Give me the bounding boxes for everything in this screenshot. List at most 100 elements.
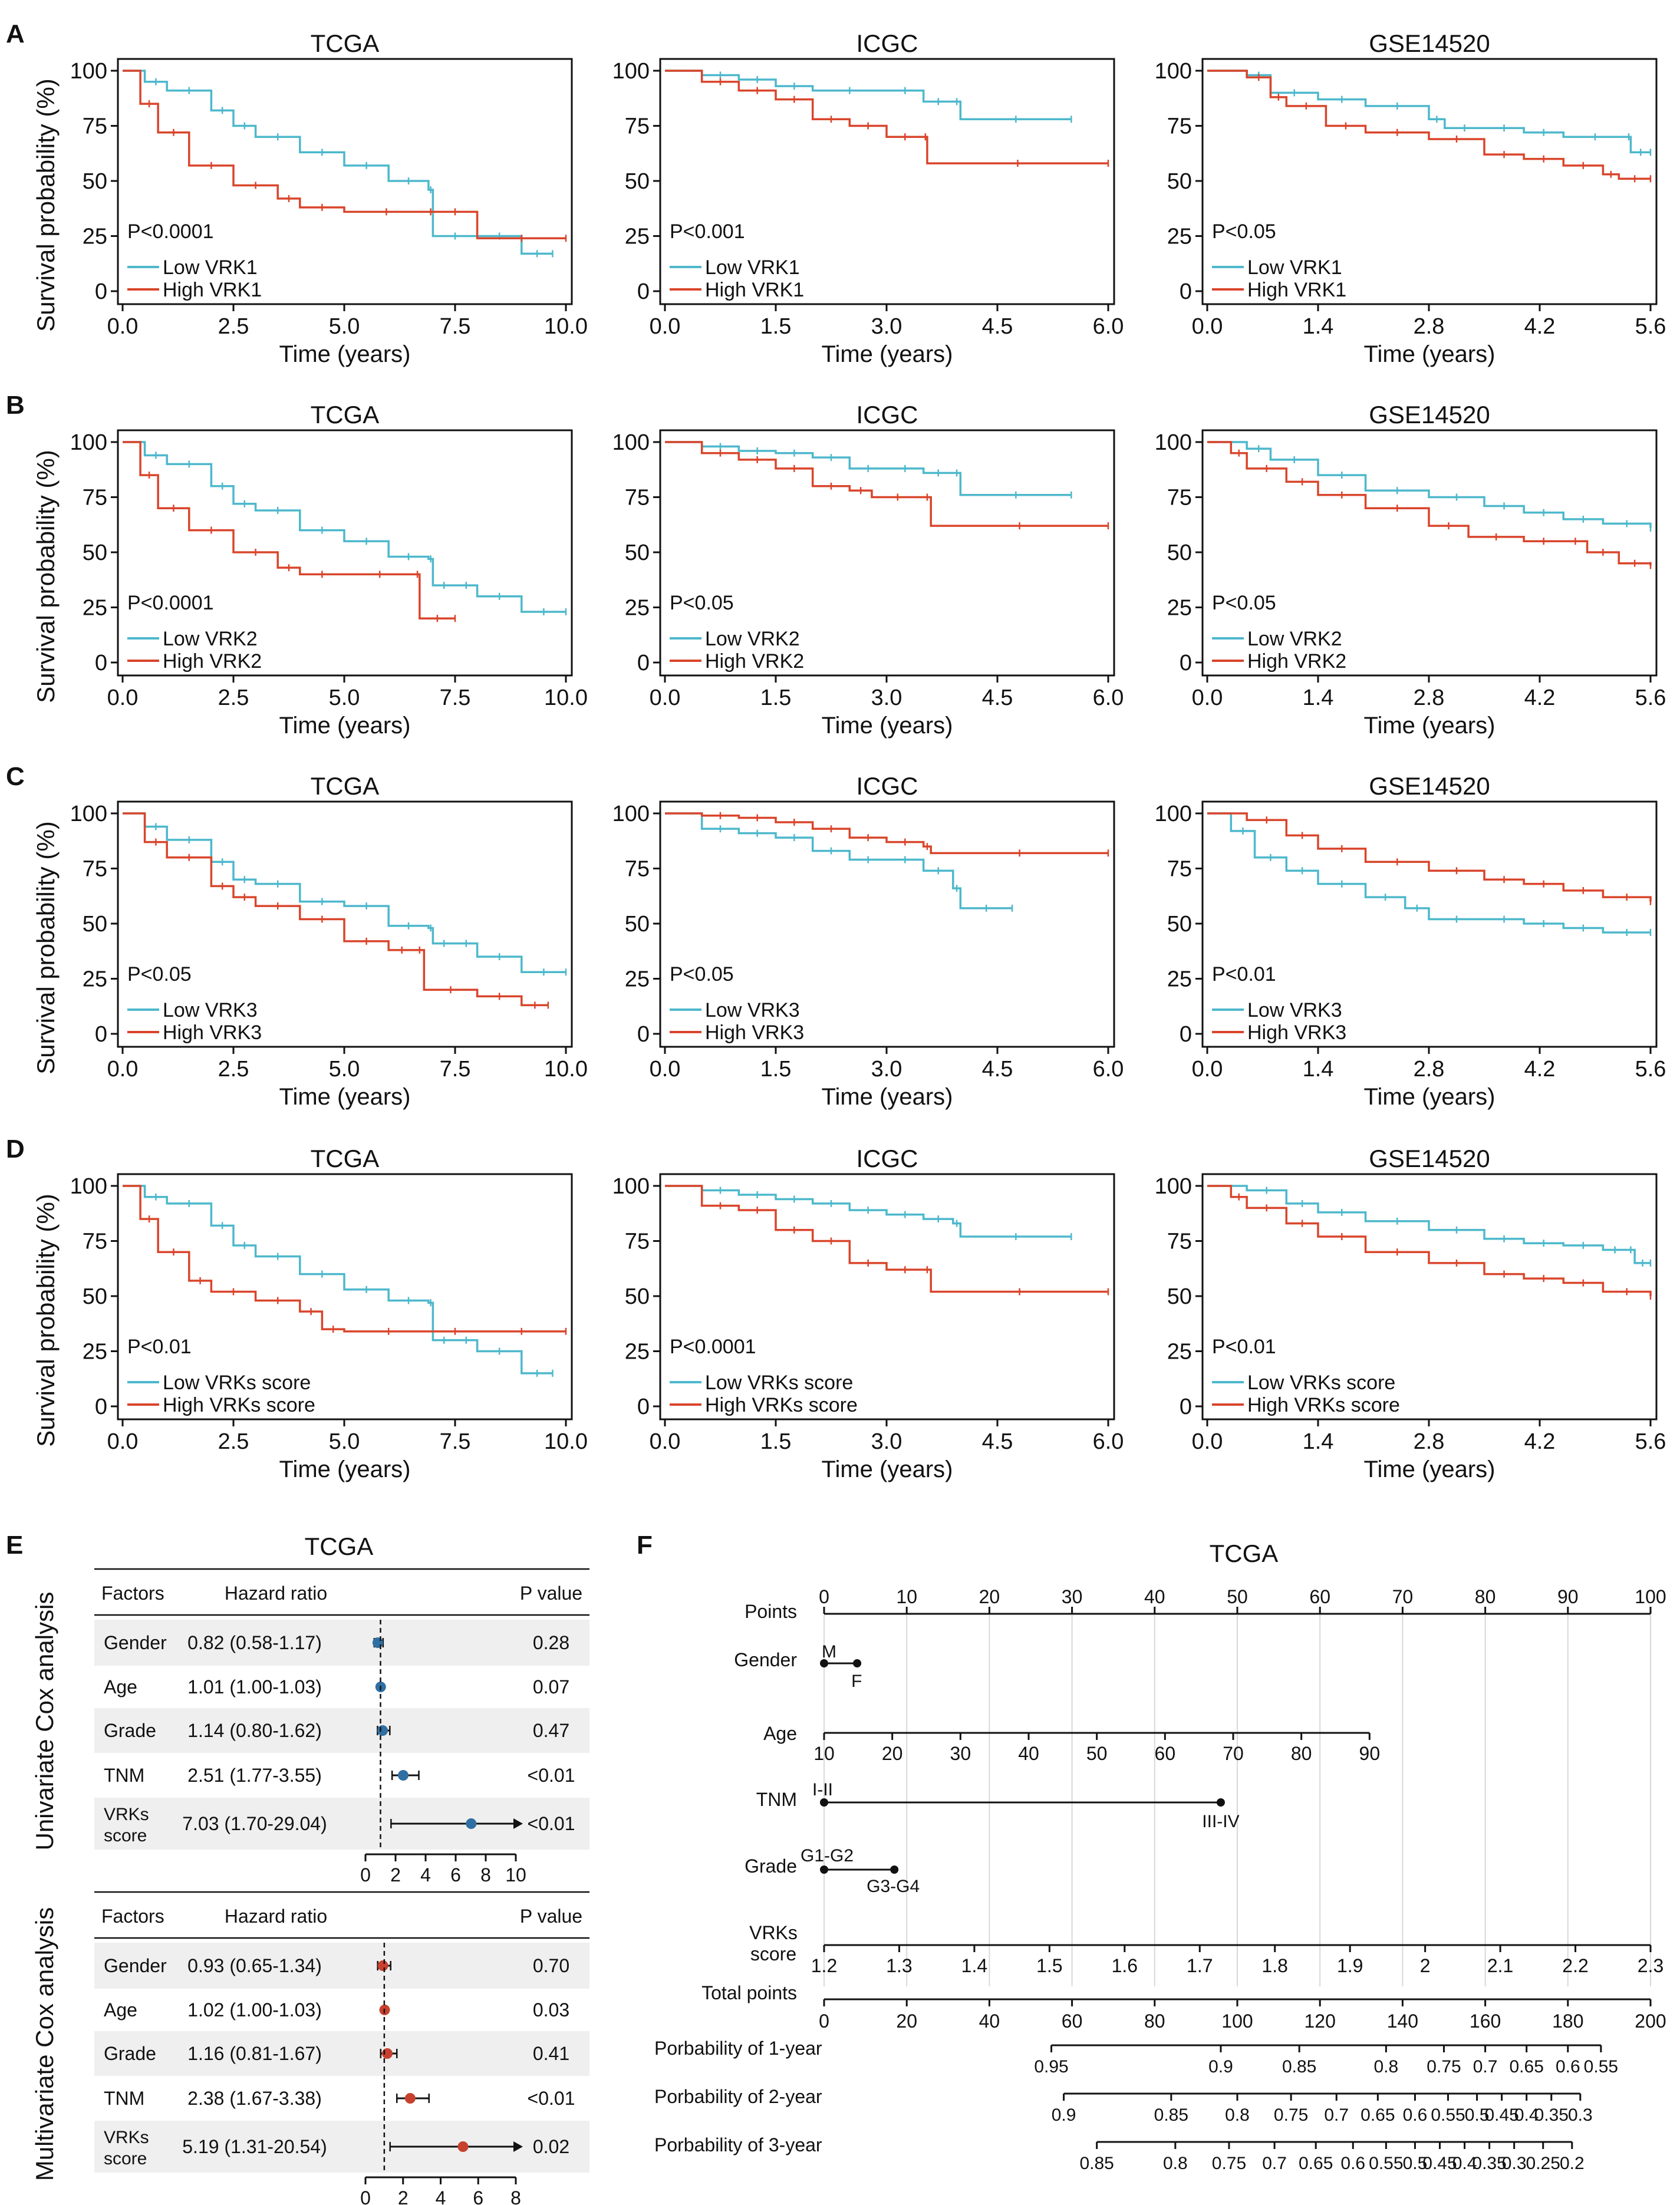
nomo-points-tick-label-8: 80 xyxy=(1475,1586,1496,1607)
km-xtick-label-3-2: 5.0 xyxy=(329,685,360,710)
nomo-prob2-tick-label-9: 0.45 xyxy=(1484,2105,1518,2125)
km-legend-low-0: Low VRK1 xyxy=(163,256,258,279)
km-xtick-label-7-2: 3.0 xyxy=(871,1057,902,1082)
nomo-prob1-tick-label-5: 0.7 xyxy=(1473,2057,1498,2077)
km-title-8: GSE14520 xyxy=(1369,772,1490,800)
km-xlabel-10: Time (years) xyxy=(822,1456,953,1482)
nomo-age-tick-label-0: 10 xyxy=(813,1743,835,1764)
km-legend-low-7: Low VRK3 xyxy=(705,999,800,1021)
nomo-prob1-tick-label-0: 0.95 xyxy=(1034,2057,1068,2077)
km-xtick-label-11-0: 0.0 xyxy=(1192,1429,1223,1454)
km-legend-low-3: Low VRK2 xyxy=(163,628,258,650)
km-ylabel-0: Survival probability (%) xyxy=(32,78,60,331)
km-legend-low-2: Low VRK1 xyxy=(1247,256,1342,279)
km-xlabel-1: Time (years) xyxy=(822,341,953,367)
forest-point-uni-0 xyxy=(372,1637,383,1648)
km-ytick-label-0-0: 0 xyxy=(95,279,107,304)
nomo-gender-dot-f xyxy=(853,1659,862,1667)
km-legend-high-11: High VRKs score xyxy=(1247,1394,1400,1416)
km-ytick-label-5-3: 75 xyxy=(1167,486,1192,510)
nomo-prob1-tick-label-7: 0.6 xyxy=(1556,2057,1580,2077)
km-xtick-label-9-1: 2.5 xyxy=(218,1429,249,1454)
forest-hr-uni-3: 2.51 (1.77-3.55) xyxy=(187,1765,322,1786)
km-pvalue-2: P<0.05 xyxy=(1212,220,1276,243)
km-ytick-label-8-0: 0 xyxy=(1180,1022,1192,1047)
forest-factor-multi-1: Age xyxy=(104,1999,137,2021)
km-pvalue-0: P<0.0001 xyxy=(127,220,214,243)
nomo-prob1-tick-label-8: 0.55 xyxy=(1584,2057,1618,2077)
km-ytick-label-3-2: 50 xyxy=(83,540,107,565)
forest-xtick-label-uni-3: 6 xyxy=(450,1864,461,1886)
km-ytick-label-9-1: 25 xyxy=(83,1340,107,1364)
km-ytick-label-11-1: 25 xyxy=(1167,1340,1192,1364)
km-xtick-label-2-4: 5.6 xyxy=(1635,314,1666,339)
km-title-6: TCGA xyxy=(311,772,380,800)
km-legend-low-9: Low VRKs score xyxy=(163,1372,311,1394)
km-curve-high-10 xyxy=(665,1185,1108,1293)
forest-title: TCGA xyxy=(305,1532,374,1560)
km-xtick-label-3-1: 2.5 xyxy=(218,685,249,710)
km-xtick-label-8-2: 2.8 xyxy=(1414,1057,1445,1082)
km-xtick-label-0-1: 2.5 xyxy=(218,314,249,339)
nomo-prob3-tick-label-10: 0.35 xyxy=(1472,2154,1506,2173)
km-ytick-label-4-4: 100 xyxy=(612,430,650,455)
km-ytick-label-10-4: 100 xyxy=(612,1174,650,1199)
km-ytick-label-9-4: 100 xyxy=(70,1174,107,1199)
forest-p-uni-0: 0.28 xyxy=(533,1632,569,1653)
km-pvalue-10: P<0.0001 xyxy=(670,1336,756,1358)
km-xtick-label-9-3: 7.5 xyxy=(440,1429,471,1454)
km-ytick-label-3-0: 0 xyxy=(95,651,107,675)
forest-hr-multi-2: 1.16 (0.81-1.67) xyxy=(187,2043,322,2064)
nomo-points-tick-label-1: 10 xyxy=(896,1586,917,1607)
nomo-prob3-tick-label-3: 0.7 xyxy=(1262,2154,1287,2173)
panel-letter-B: B xyxy=(6,391,25,420)
km-xtick-label-7-1: 1.5 xyxy=(760,1057,792,1082)
km-title-1: ICGC xyxy=(857,29,918,57)
nomo-gender-f: F xyxy=(851,1672,862,1691)
forest-factor-uni-0: Gender xyxy=(104,1632,167,1653)
nomo-age-tick-label-2: 30 xyxy=(950,1743,971,1764)
km-ytick-label-0-1: 25 xyxy=(83,225,107,249)
nomo-gender-m: M xyxy=(822,1642,836,1662)
km-ytick-label-5-4: 100 xyxy=(1155,430,1192,455)
km-legend-high-2: High VRK1 xyxy=(1247,279,1346,301)
km-curve-low-11 xyxy=(1207,1185,1651,1264)
km-ytick-label-11-0: 0 xyxy=(1180,1395,1192,1419)
nomo-grade-b: G3-G4 xyxy=(867,1877,920,1896)
km-xtick-label-4-2: 3.0 xyxy=(871,685,902,710)
km-xtick-label-5-0: 0.0 xyxy=(1192,685,1223,710)
km-xtick-label-6-4: 10.0 xyxy=(544,1057,588,1082)
forest-stripe-uni-0 xyxy=(94,1620,589,1666)
km-pvalue-5: P<0.05 xyxy=(1212,592,1276,614)
km-ytick-label-6-0: 0 xyxy=(95,1022,107,1047)
km-xtick-label-5-1: 1.4 xyxy=(1303,685,1334,710)
nomo-prob2-tick-label-5: 0.65 xyxy=(1361,2105,1395,2125)
km-curve-low-10 xyxy=(665,1185,1072,1238)
km-xtick-label-1-1: 1.5 xyxy=(760,314,792,339)
nomo-prob3-tick-label-6: 0.55 xyxy=(1369,2154,1403,2173)
km-xtick-label-11-4: 5.6 xyxy=(1635,1429,1666,1454)
nomo-tnm-b: III-IV xyxy=(1202,1812,1239,1831)
km-legend-low-4: Low VRK2 xyxy=(705,628,800,650)
km-ytick-label-4-3: 75 xyxy=(625,486,650,510)
km-ytick-label-1-4: 100 xyxy=(612,59,650,84)
km-xtick-label-1-4: 6.0 xyxy=(1093,314,1124,339)
km-xtick-label-6-1: 2.5 xyxy=(218,1057,249,1082)
km-curve-high-6 xyxy=(123,812,548,1007)
nomo-vrks-tick-label-2: 1.4 xyxy=(961,1955,987,1976)
km-title-9: TCGA xyxy=(311,1145,380,1172)
km-pvalue-9: P<0.01 xyxy=(127,1336,192,1358)
km-xlabel-7: Time (years) xyxy=(822,1084,953,1110)
km-ytick-label-4-0: 0 xyxy=(637,651,650,675)
forest-hr-multi-0: 0.93 (0.65-1.34) xyxy=(187,1955,322,1976)
nomo-age-tick-label-1: 20 xyxy=(882,1743,903,1764)
km-ytick-label-1-1: 25 xyxy=(625,225,650,249)
nomo-vrks-tick-label-6: 1.8 xyxy=(1261,1955,1287,1976)
km-curve-low-0 xyxy=(123,70,553,255)
km-ytick-label-10-2: 50 xyxy=(625,1284,650,1309)
forest-factor-uni-4: VRKs xyxy=(104,1805,149,1824)
km-curve-high-7 xyxy=(665,812,1108,855)
km-xtick-label-4-3: 4.5 xyxy=(982,685,1013,710)
km-legend-low-8: Low VRK3 xyxy=(1247,999,1342,1021)
nomo-age-tick-label-4: 50 xyxy=(1086,1743,1108,1764)
